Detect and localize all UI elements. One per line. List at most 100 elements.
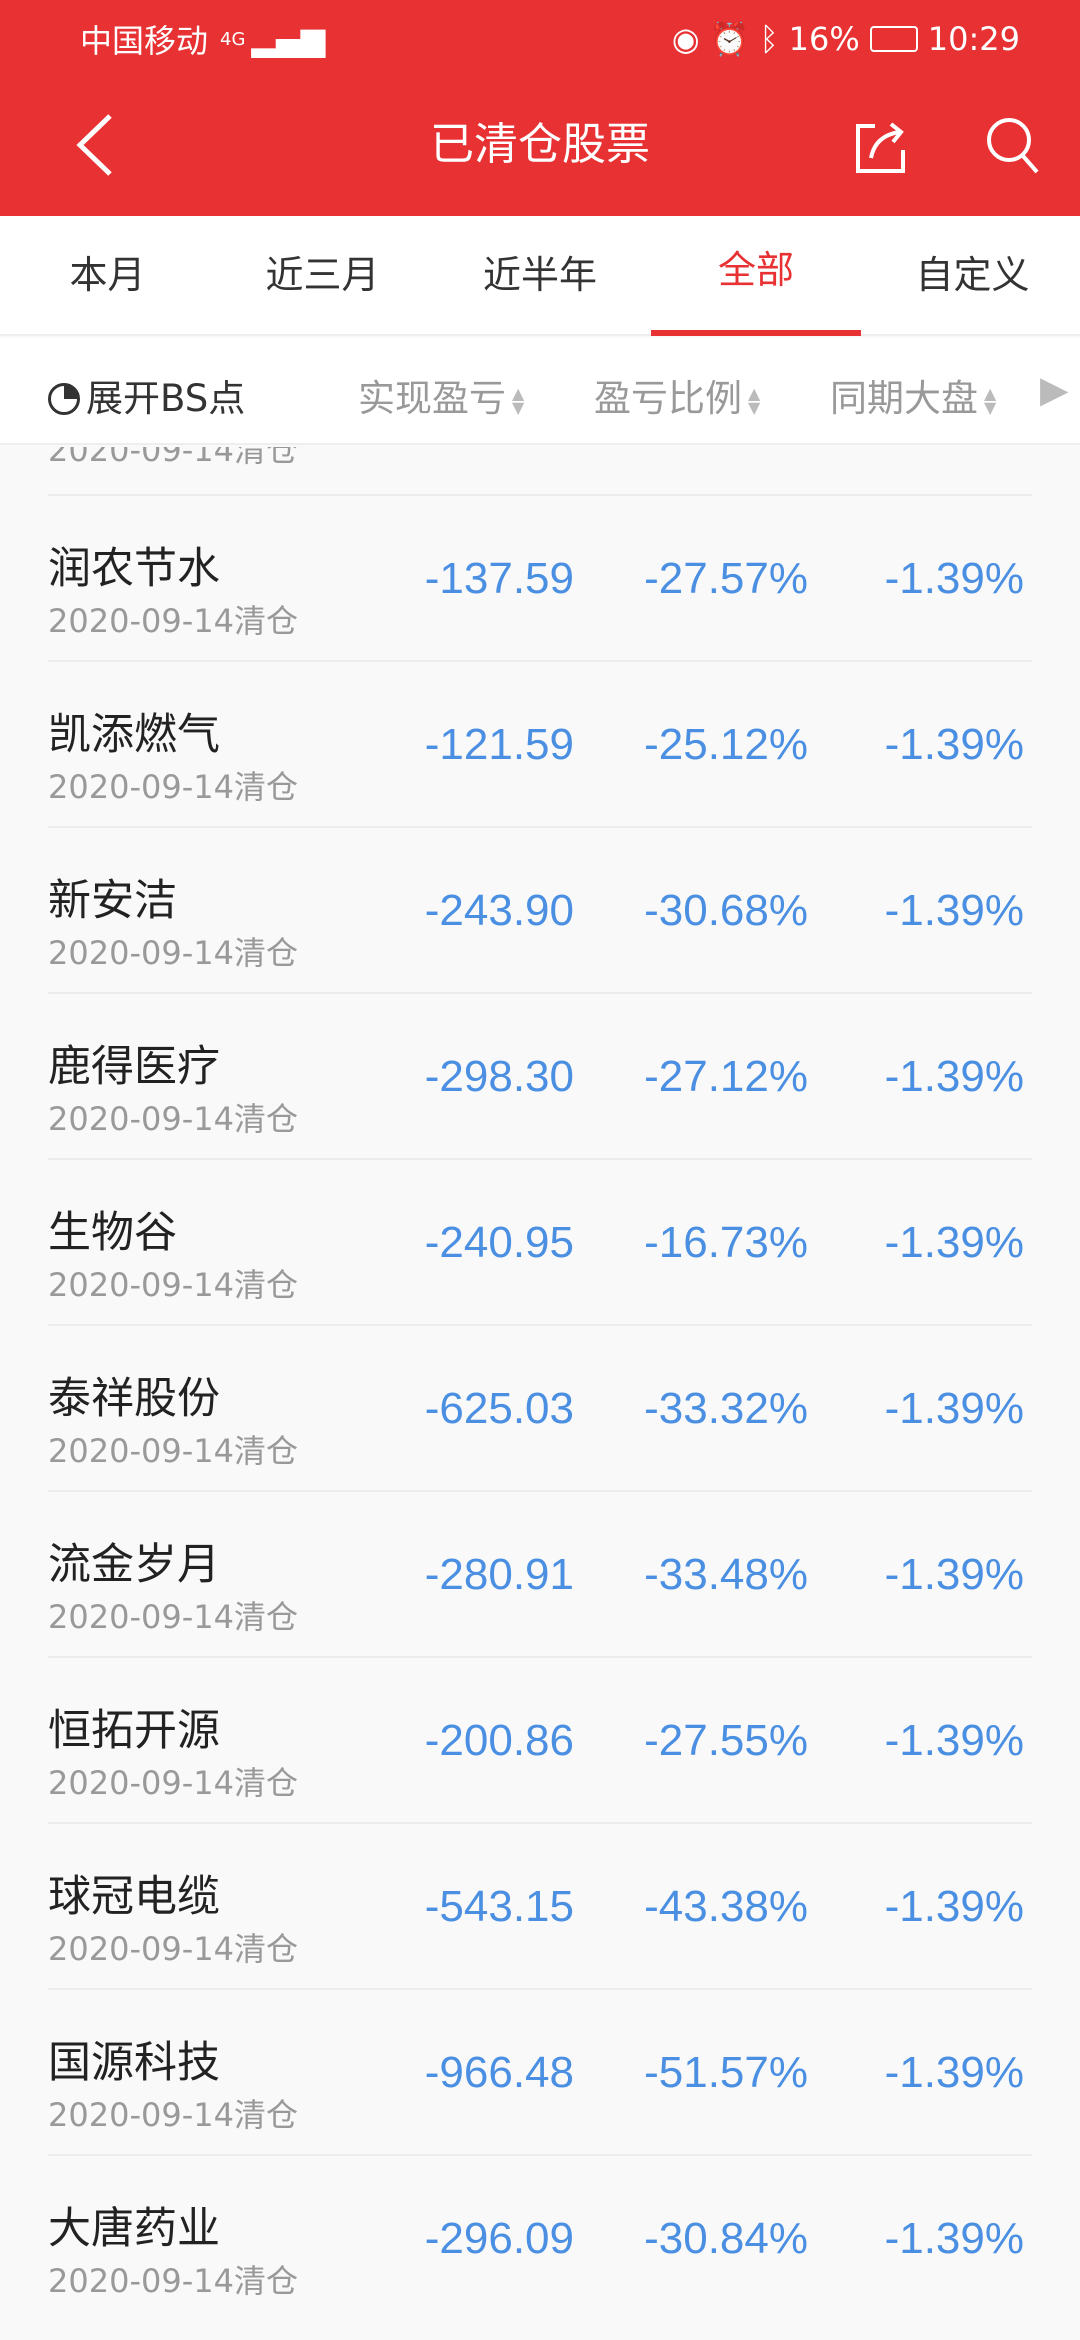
stock-name: 新安洁 [48,876,177,926]
clear-date: 2020-09-14清仓 [48,1764,298,1802]
battery-percent: 16% [788,20,860,58]
pl-ratio: -51.57% [644,2048,808,2097]
clear-date: 2020-09-14清仓 [48,1432,298,1470]
market-change: -1.39% [884,2214,1024,2263]
realized-pl: -966.48 [424,2048,574,2097]
bluetooth-icon: ᛒ [759,20,779,58]
column-header: 展开BS点 实现盈亏 ▲ ▼ 盈亏比例 ▲ ▼ 同期大盘 ▲ ▼ ▶ [0,338,1080,445]
tab-half-year[interactable]: 近半年 [482,253,597,297]
pl-ratio: -33.48% [644,1550,808,1599]
stock-name: 鹿得医疗 [48,1042,220,1092]
stock-name: 凯添燃气 [48,710,220,760]
realized-pl: -280.91 [424,1550,574,1599]
stock-name: 球冠电缆 [48,1872,220,1922]
search-icon[interactable] [985,116,1041,176]
market-change: -1.39% [884,1882,1024,1931]
pl-ratio: -16.73% [644,1218,808,1267]
col-market: 同期大盘 [830,377,978,420]
realized-pl: -298.30 [424,1052,574,1101]
pl-ratio: -33.32% [644,1384,808,1433]
table-row[interactable]: 恒拓开源 2020-09-14清仓 -200.86 -27.55% -1.39% [48,1656,1032,1822]
realized-pl: -543.15 [424,1882,574,1931]
market-change: -1.39% [884,2048,1024,2097]
realized-pl: -625.03 [424,1384,574,1433]
tab-three-months[interactable]: 近三月 [265,253,380,297]
realized-pl: -137.59 [424,554,574,603]
col-realized-pl: 实现盈亏 [358,377,506,420]
pl-ratio: -27.55% [644,1716,808,1765]
scroll-right-icon[interactable]: ▶ [1040,368,1069,411]
table-row[interactable]: 泰祥股份 2020-09-14清仓 -625.03 -33.32% -1.39% [48,1324,1032,1490]
period-tabs: 本月 近三月 近半年 全部 自定义 [0,216,1080,336]
market-change: -1.39% [884,554,1024,603]
clear-date: 2020-09-14清仓 [48,934,298,972]
realized-pl: -240.95 [424,1218,574,1267]
share-icon[interactable] [855,118,907,174]
active-tab-indicator [651,330,861,336]
sort-pl-ratio[interactable]: 盈亏比例 ▲ ▼ [594,368,766,422]
table-row[interactable]: 新安洁 2020-09-14清仓 -243.90 -30.68% -1.39% [48,826,1032,992]
stock-name: 润农节水 [48,544,220,594]
eye-icon: ◉ [671,20,700,58]
clear-date: 2020-09-14清仓 [48,1100,298,1138]
market-change: -1.39% [884,886,1024,935]
pl-ratio: -30.68% [644,886,808,935]
realized-pl: -243.90 [424,886,574,935]
clear-date: 2020-09-14清仓 [48,2262,298,2300]
stock-name: 流金岁月 [48,1540,220,1590]
clock: 10:29 [927,20,1020,58]
market-change: -1.39% [884,1716,1024,1765]
clear-date: 2020-09-14清仓 [48,1598,298,1636]
sort-icon: ▲ ▼ [748,383,761,417]
page-title: 已清仓股票 [430,119,650,170]
expand-bs-toggle[interactable]: 展开BS点 [48,368,245,422]
market-change: -1.39% [884,720,1024,769]
tab-all[interactable]: 全部 [717,248,794,292]
table-row[interactable]: 凯添燃气 2020-09-14清仓 -121.59 -25.12% -1.39% [48,660,1032,826]
battery-icon [869,26,918,52]
sort-market[interactable]: 同期大盘 ▲ ▼ [830,368,1002,422]
pl-ratio: -43.38% [644,1882,808,1931]
back-icon[interactable] [70,110,130,180]
status-bar: 中国移动 4G ▂▄▆ ◉ ⏰ ᛒ 16% 10:29 [80,14,1020,64]
stock-name: 生物谷 [48,1208,177,1258]
clear-date: 2020-09-14清仓 [48,2096,298,2134]
table-row[interactable]: 生物谷 2020-09-14清仓 -240.95 -16.73% -1.39% [48,1158,1032,1324]
stock-name: 大唐药业 [48,2204,220,2254]
table-row[interactable]: 球冠电缆 2020-09-14清仓 -543.15 -43.38% -1.39% [48,1822,1032,1988]
pl-ratio: -25.12% [644,720,808,769]
realized-pl: -200.86 [424,1716,574,1765]
realized-pl: -121.59 [424,720,574,769]
tab-this-month[interactable]: 本月 [69,253,146,297]
clear-date: 2020-09-14清仓 [48,768,298,806]
carrier: 中国移动 [80,22,209,60]
pl-ratio: -27.12% [644,1052,808,1101]
table-row[interactable]: 流金岁月 2020-09-14清仓 -280.91 -33.48% -1.39% [48,1490,1032,1656]
signal-icon: ▂▄▆ [251,20,326,58]
network-type: 4G [220,28,246,50]
table-row[interactable]: 润农节水 2020-09-14清仓 -137.59 -27.57% -1.39% [48,494,1032,660]
clear-date: 2020-09-14清仓 [48,1930,298,1968]
stock-name: 泰祥股份 [48,1374,220,1424]
table-row[interactable]: 鹿得医疗 2020-09-14清仓 -298.30 -27.12% -1.39% [48,992,1032,1158]
pl-ratio: -27.57% [644,554,808,603]
sort-icon: ▲ ▼ [984,383,997,417]
sort-icon: ▲ ▼ [512,383,525,417]
market-change: -1.39% [884,1550,1024,1599]
tab-custom[interactable]: 自定义 [915,253,1030,297]
sort-realized-pl[interactable]: 实现盈亏 ▲ ▼ [358,368,530,422]
clear-date: 2020-09-14清仓 [48,1266,298,1304]
stock-name: 国源科技 [48,2038,220,2088]
expand-bs-label: 展开BS点 [86,377,246,420]
market-change: -1.39% [884,1052,1024,1101]
market-change: -1.39% [884,1384,1024,1433]
clear-date: 2020-09-14清仓 [48,447,298,469]
market-change: -1.39% [884,1218,1024,1267]
stock-name: 恒拓开源 [48,1706,220,1756]
pie-icon [48,383,80,415]
table-row[interactable]: 国源科技 2020-09-14清仓 -966.48 -51.57% -1.39% [48,1988,1032,2154]
partial-row[interactable]: 2020-09-14清仓 [48,447,1032,494]
app-header: 中国移动 4G ▂▄▆ ◉ ⏰ ᛒ 16% 10:29 已清仓股票 [0,0,1080,216]
table-row[interactable]: 大唐药业 2020-09-14清仓 -296.09 -30.84% -1.39% [48,2154,1032,2320]
alarm-icon: ⏰ [709,20,750,58]
